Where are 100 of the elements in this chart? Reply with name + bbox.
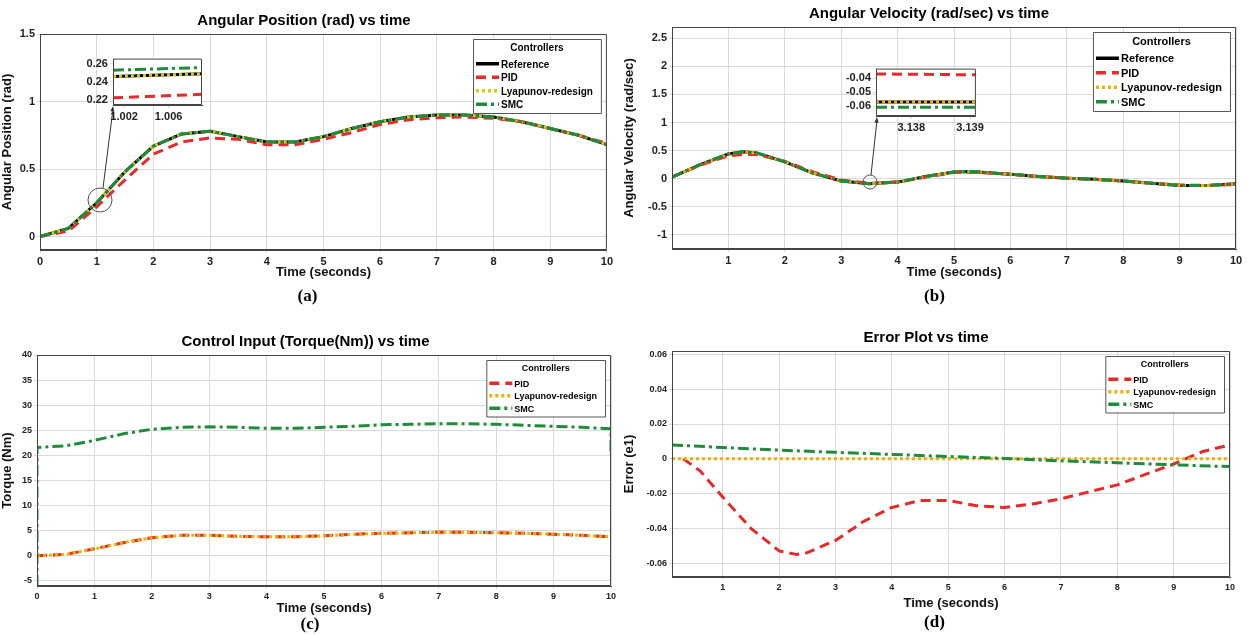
x-tick-label: 8 — [1114, 581, 1120, 592]
y-tick-label: 15 — [21, 475, 32, 486]
x-tick-label: 1 — [720, 581, 726, 592]
y-tick-label: 0.06 — [649, 348, 667, 359]
y-tick-label: 0.04 — [649, 383, 667, 394]
chart-title: Angular Position (rad) vs time — [197, 11, 411, 29]
y-tick-label: 10 — [21, 500, 32, 511]
y-tick-label: -0.04 — [646, 522, 667, 533]
y-tick-label: 1 — [28, 94, 35, 107]
chart-title: Angular Velocity (rad/sec) vs time — [808, 4, 1050, 22]
y-tick-label: 1.5 — [19, 27, 35, 40]
x-tick-label: 4 — [889, 581, 895, 592]
legend-label: Lyapunov-redesign — [514, 391, 598, 402]
y-axis-title: Torque (Nm) — [0, 432, 15, 509]
x-tick-label: 9 — [1176, 253, 1183, 266]
y-tick-label: 2 — [660, 59, 667, 72]
legend-label: Lyapunov-redesign — [1120, 81, 1223, 94]
x-tick-label: 1.006 — [154, 109, 183, 122]
x-tick-label: 10 — [600, 254, 614, 267]
y-tick-label: 0.02 — [649, 418, 667, 429]
x-tick-label: 6 — [1002, 581, 1008, 592]
x-axis-title: Time (seconds) — [276, 599, 372, 615]
x-tick-label: 9 — [1171, 581, 1177, 592]
y-tick-label: 0 — [26, 550, 32, 561]
x-tick-label: 8 — [493, 590, 499, 601]
x-tick-label: 2 — [781, 253, 788, 266]
legend-label: SMC — [501, 99, 524, 110]
x-tick-label: 10 — [1224, 581, 1236, 592]
x-tick-label: 4 — [894, 253, 902, 266]
x-tick-label: 5 — [321, 590, 327, 601]
x-tick-label: 0 — [36, 254, 44, 267]
y-tick-label: -0.5 — [648, 199, 667, 212]
x-tick-label: 3 — [832, 581, 838, 592]
x-tick-label: 8 — [1120, 253, 1127, 266]
y-tick-label: -1 — [657, 227, 667, 240]
x-tick-label: 3.138 — [897, 120, 926, 133]
y-tick-label: 25 — [21, 424, 32, 435]
legend-label: Reference — [1120, 52, 1175, 65]
x-tick-label: 4 — [263, 254, 271, 267]
x-tick-label: 3 — [206, 590, 212, 601]
x-tick-label: 1.002 — [110, 109, 138, 122]
legend-title: Controllers — [1140, 358, 1189, 369]
y-tick-label: 0 — [28, 229, 35, 242]
y-axis-title: Angular Velocity (rad/sec) — [621, 58, 637, 218]
legend-title: Controllers — [510, 41, 565, 53]
text: (b) — [923, 286, 946, 306]
legend-label: SMC — [514, 403, 535, 414]
y-tick-label: -0.02 — [646, 488, 667, 499]
y-tick-label: 0.26 — [86, 56, 108, 69]
x-tick-label: 3 — [207, 254, 214, 267]
x-tick-label: 6 — [378, 590, 384, 601]
y-tick-label: -0.06 — [845, 99, 871, 112]
x-tick-label: 3 — [838, 253, 845, 266]
y-tick-label: 20 — [21, 449, 32, 460]
legend-label: PID — [501, 72, 518, 83]
legend-title: Controllers — [1132, 34, 1191, 47]
y-tick-label: 0 — [660, 171, 667, 184]
legend-label: Reference — [501, 58, 550, 70]
legend-label: SMC — [1120, 95, 1146, 108]
x-axis-title: Time (seconds) — [906, 263, 1002, 279]
legend-title: Controllers — [521, 362, 570, 373]
text: (a) — [296, 286, 319, 306]
y-tick-label: 0.24 — [86, 74, 109, 87]
y-tick-label: 40 — [21, 349, 32, 360]
y-tick-label: 30 — [21, 399, 32, 410]
x-tick-label: 7 — [1063, 253, 1070, 266]
legend-label: SMC — [1133, 399, 1154, 410]
x-tick-label: 10 — [605, 590, 617, 601]
chart-title: Control Input (Torque(Nm)) vs time — [181, 332, 430, 350]
y-tick-label: 0.5 — [651, 143, 667, 156]
legend-label: PID — [1133, 374, 1149, 385]
x-tick-label: 6 — [1007, 253, 1014, 266]
x-tick-label: 9 — [551, 590, 557, 601]
x-tick-label: 10 — [1229, 253, 1243, 266]
x-tick-label: 7 — [1058, 581, 1064, 592]
x-tick-label: 7 — [436, 590, 442, 601]
y-tick-label: 1.5 — [651, 87, 667, 100]
legend-label: PID — [1120, 66, 1140, 79]
legend-label: Lyapunov-redesign — [501, 85, 593, 97]
y-tick-label: 0.5 — [19, 162, 35, 175]
y-tick-label: -0.04 — [845, 71, 872, 84]
x-tick-label: 2 — [150, 254, 157, 267]
y-tick-label: 35 — [21, 374, 32, 385]
x-tick-label: 5 — [320, 254, 327, 267]
y-tick-label: -0.06 — [646, 557, 667, 568]
x-tick-label: 7 — [433, 254, 440, 267]
legend-label: PID — [514, 378, 530, 389]
y-axis-title: Error (e1) — [621, 434, 637, 494]
x-tick-label: 8 — [490, 254, 497, 267]
y-tick-label: 2.5 — [651, 31, 667, 44]
text: (d) — [923, 612, 946, 632]
x-tick-label: 4 — [264, 590, 270, 601]
text: (c) — [299, 614, 320, 634]
y-tick-label: -5 — [23, 575, 32, 586]
y-tick-label: 5 — [26, 525, 32, 536]
legend-label: Lyapunov-redesign — [1133, 387, 1217, 398]
x-tick-label: 2 — [776, 581, 782, 592]
x-tick-label: 2 — [149, 590, 155, 601]
x-tick-label: 6 — [377, 254, 384, 267]
y-tick-label: -0.05 — [845, 85, 871, 98]
